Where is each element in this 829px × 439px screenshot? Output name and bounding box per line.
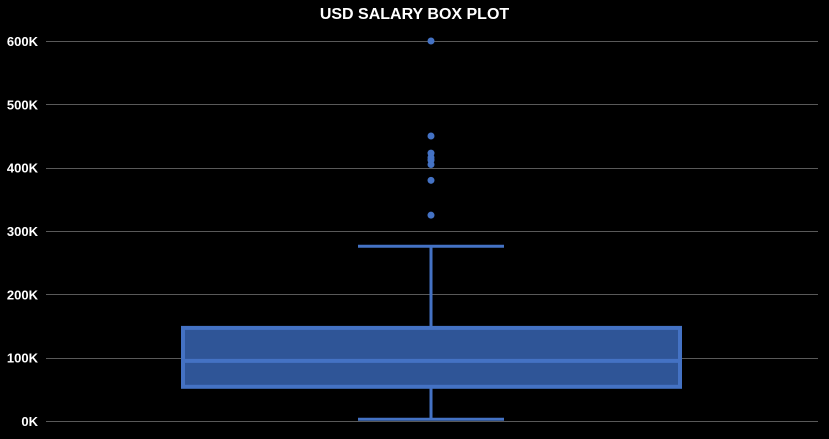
- outlier-point: [427, 211, 435, 219]
- y-tick-label: 600K: [7, 34, 39, 49]
- outlier-point: [427, 132, 435, 140]
- y-tick-label: 200K: [7, 287, 39, 302]
- y-tick-label: 0K: [21, 414, 38, 429]
- y-tick-label: 300K: [7, 224, 39, 239]
- y-tick-label: 400K: [7, 161, 39, 176]
- iqr-box: [181, 325, 682, 389]
- chart-title: USD SALARY BOX PLOT: [319, 6, 510, 23]
- y-tick-label: 100K: [7, 351, 39, 366]
- outlier-point: [427, 37, 435, 45]
- outlier-point: [427, 149, 435, 157]
- outlier-point: [427, 176, 435, 184]
- y-tick-label: 500K: [7, 97, 39, 112]
